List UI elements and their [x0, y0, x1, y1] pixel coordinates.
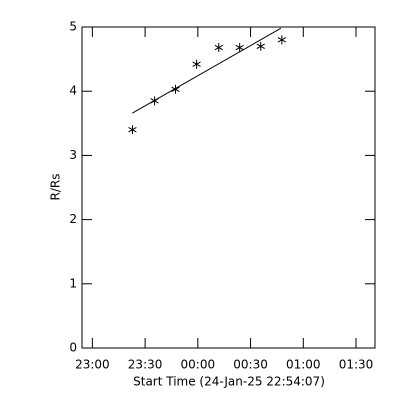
x-tick-label: 00:00	[181, 358, 216, 372]
x-tick-label: 23:30	[128, 358, 163, 372]
x-tick-label: 00:30	[233, 358, 268, 372]
y-tick-label: 3	[69, 148, 77, 162]
y-tick-label: 2	[69, 212, 77, 226]
plot-frame	[81, 26, 376, 349]
data-point	[171, 84, 180, 94]
data-point	[235, 43, 244, 53]
data-point	[256, 41, 265, 51]
y-tick-label: 0	[69, 341, 77, 355]
x-tick-label: 23:00	[75, 358, 110, 372]
data-point	[128, 125, 137, 135]
x-axis-label: Start Time (24-Jan-25 22:54:07)	[133, 375, 325, 389]
y-tick-label: 5	[69, 20, 77, 34]
data-point	[214, 43, 223, 53]
x-tick-label: 01:30	[339, 358, 374, 372]
y-tick-label: 4	[69, 84, 77, 98]
y-axis-label: R/Rs	[49, 174, 63, 201]
data-point	[277, 35, 287, 45]
fit-line	[132, 27, 282, 114]
y-tick-label: 1	[69, 276, 77, 290]
x-tick-label: 01:00	[286, 358, 321, 372]
data-point	[192, 59, 201, 69]
